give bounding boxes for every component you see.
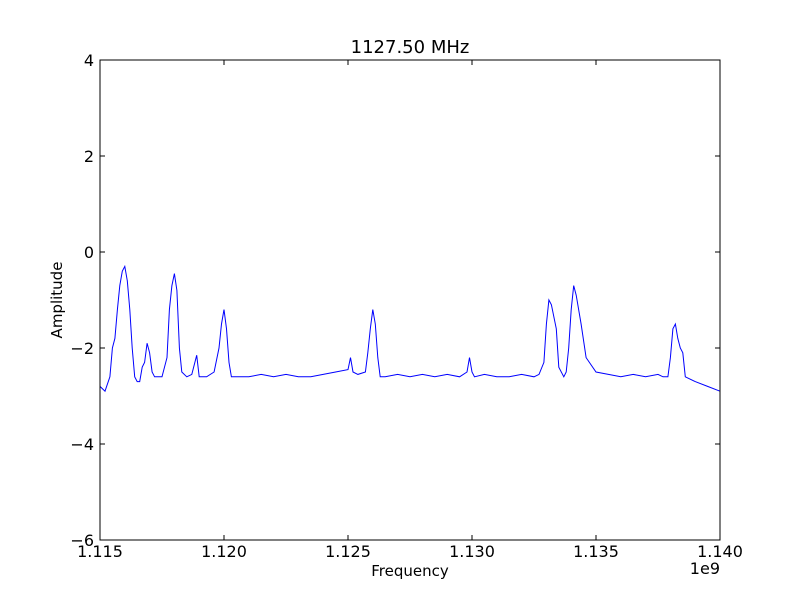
x-tick-label: 1.115: [77, 542, 123, 561]
y-tick-label: −6: [70, 531, 94, 550]
x-tick-label: 1.140: [697, 542, 743, 561]
x-tick-label: 1.125: [325, 542, 371, 561]
y-tick-label: 2: [84, 147, 94, 166]
x-axis-label: Frequency: [371, 562, 449, 580]
y-tick-labels: 4 2 0 −2 −4 −6: [70, 51, 94, 550]
series-line: [99, 264, 721, 393]
chart-title: 1127.50 MHz: [351, 37, 470, 58]
x-tick-label: 1.135: [573, 542, 619, 561]
y-tick-label: 0: [84, 243, 94, 262]
y-tick-label: 4: [84, 51, 94, 70]
plot-frame: [99, 59, 721, 541]
x-offset-label: 1e9: [690, 559, 720, 578]
y-tick-label: −2: [70, 339, 94, 358]
plot-area: [99, 59, 721, 541]
y-axis-label: Amplitude: [48, 262, 66, 339]
x-tick-label: 1.130: [449, 542, 495, 561]
x-tick-labels: 1.115 1.120 1.125 1.130 1.135 1.140: [77, 542, 743, 561]
y-tick-label: −4: [70, 435, 94, 454]
series-layer: [99, 264, 721, 393]
x-tick-label: 1.120: [201, 542, 247, 561]
